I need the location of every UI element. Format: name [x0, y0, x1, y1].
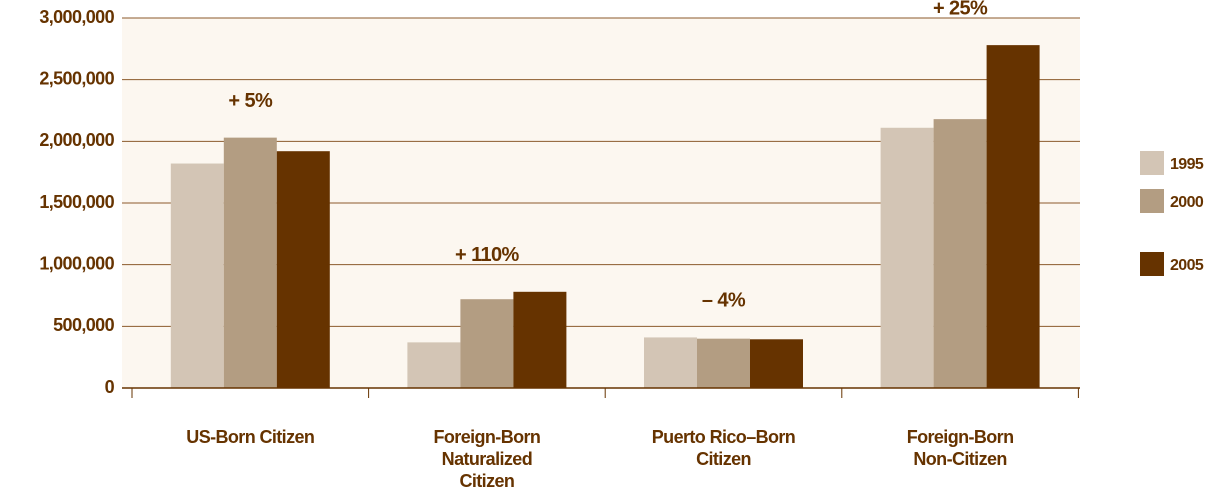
bar: [223, 137, 277, 388]
bar: [460, 299, 514, 388]
y-tick-label: 3,000,000: [39, 7, 114, 27]
bar: [513, 291, 567, 388]
y-tick-label: 500,000: [53, 315, 114, 335]
x-tick-label: Foreign-Born Naturalized Citizen: [434, 427, 541, 491]
bar: [170, 163, 224, 388]
bar: [407, 342, 461, 388]
legend-label: 2000: [1170, 194, 1204, 211]
x-tick-label: Foreign-Born Non-Citizen: [907, 427, 1014, 469]
bar: [880, 127, 934, 389]
bar: [933, 119, 987, 388]
y-tick-label: 2,500,000: [39, 68, 114, 88]
legend-swatch: [1140, 189, 1164, 213]
legend-swatch: [1140, 151, 1164, 175]
y-tick-label: 2,000,000: [39, 130, 114, 150]
y-tick-label: 0: [105, 377, 115, 397]
annotation: + 25%: [933, 0, 988, 19]
x-tick-label: US-Born Citizen: [186, 427, 314, 447]
legend-label: 1995: [1170, 156, 1204, 173]
bar: [644, 337, 697, 388]
bar: [750, 339, 803, 388]
bar: [986, 45, 1040, 389]
annotation: + 5%: [228, 90, 273, 112]
x-tick-label: Puerto Rico–Born Citizen: [652, 427, 795, 469]
bar: [697, 338, 750, 388]
bar: [276, 151, 330, 388]
legend-swatch: [1140, 252, 1164, 276]
annotation: – 4%: [702, 290, 746, 312]
y-tick-label: 1,000,000: [39, 253, 114, 273]
y-tick-label: 1,500,000: [39, 192, 114, 212]
annotation: + 110%: [455, 244, 520, 266]
legend-label: 2005: [1170, 257, 1204, 274]
